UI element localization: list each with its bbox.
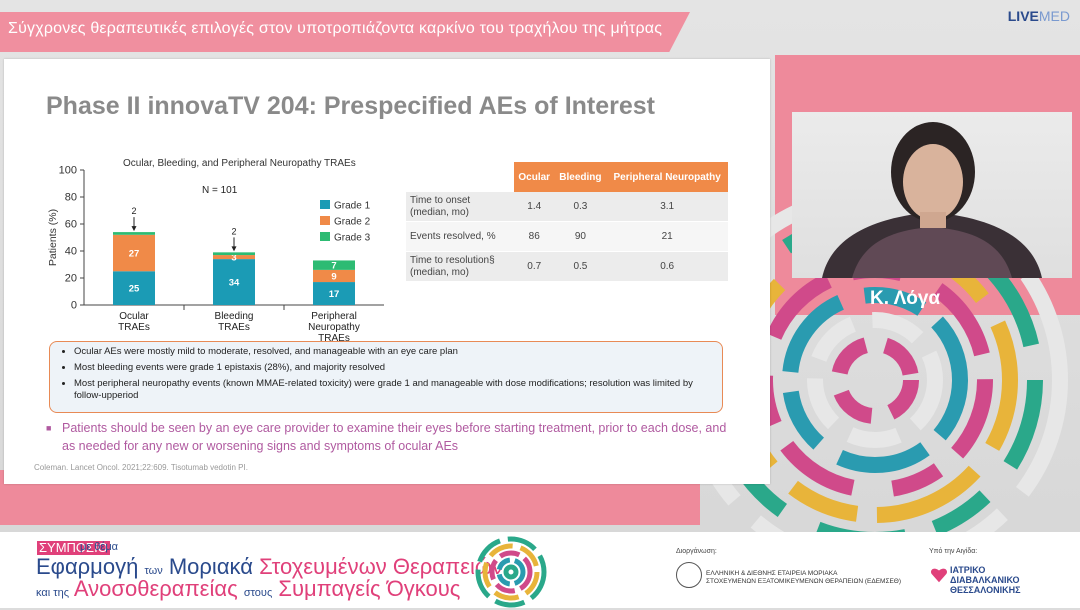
bar-value-label: 34	[229, 278, 240, 289]
organizer-name: ΕΛΛΗΝΙΚΗ & ΔΙΕΘΝΗΣ ΕΤΑΙΡΕΙΑ ΜΟΡΙΑΚΑ ΣΤΟΧ…	[706, 570, 902, 585]
table-row: Events resolved, % 86 90 21	[406, 221, 728, 252]
legend-swatch	[320, 232, 330, 241]
bar-segment	[113, 271, 155, 305]
speaker-name: Κ. Λόγα	[870, 288, 941, 309]
heart-logo-icon	[930, 568, 948, 583]
legend-swatch	[320, 216, 330, 225]
x-category-label: TRAEs	[318, 333, 350, 344]
bullet-square-icon: ■	[46, 423, 52, 433]
table-header-row: Ocular Bleeding Peripheral Neuropathy	[406, 162, 728, 192]
legend-swatch	[320, 200, 330, 209]
symposium-title-line2: και της Ανοσοθεραπείας στους Συμπαγείς Ό…	[36, 576, 461, 601]
bar-segment	[113, 232, 155, 235]
n-label: N = 101	[202, 185, 238, 196]
x-category-label: Neuropathy	[308, 322, 360, 333]
y-tick-label: 0	[71, 300, 77, 312]
row-label: Time to onset (median, mo)	[406, 192, 514, 222]
table-cell: 21	[606, 221, 728, 252]
symposium-maze-logo	[475, 536, 547, 608]
x-category-label: Peripheral	[311, 311, 357, 322]
x-category-label: Ocular	[119, 311, 149, 322]
patients-note: ■ Patients should be seen by an eye care…	[46, 419, 736, 455]
speaker-silhouette	[822, 122, 1042, 278]
y-tick-label: 40	[65, 246, 77, 258]
bar-value-label: 25	[129, 284, 140, 295]
table-header-ocular: Ocular	[514, 162, 555, 192]
y-tick-label: 20	[65, 273, 77, 285]
table-cell: 0.7	[514, 251, 555, 282]
row-label: Time to resolution§ (median, mo)	[406, 251, 514, 282]
annotation-label: 2	[131, 206, 136, 216]
finding-bullet: Most peripheral neuropathy events (known…	[74, 378, 722, 402]
footer-banner: ΣΥΜΠΟΣΙΟ με θέμα Εφαρμογή των Μοριακά Στ…	[0, 532, 1080, 608]
bar-segment	[313, 282, 355, 305]
chart-title: Ocular, Bleeding, and Peripheral Neuropa…	[123, 158, 356, 169]
finding-bullet: Most bleeding events were grade 1 epista…	[74, 362, 722, 374]
annotation-label: 2	[231, 226, 236, 236]
legend-label: Grade 2	[334, 217, 371, 228]
annotation-arrowhead	[131, 226, 137, 232]
key-findings-box: Ocular AEs were mostly mild to moderate,…	[49, 341, 723, 413]
ae-table: Ocular Bleeding Peripheral Neuropathy Ti…	[406, 162, 728, 282]
presentation-slide: Phase II innovaTV 204: Prespecified AEs …	[4, 59, 770, 484]
bar-segment	[213, 252, 255, 256]
video-title: Σύγχρονες θεραπευτικές επιλογές στον υπο…	[8, 20, 663, 37]
auspices-name: ΙΑΤΡΙΚΟ ΔΙΑΒΑΛΚΑΝΙΚΟ ΘΕΣΣΑΛΟΝΙΚΗΣ	[950, 565, 1021, 595]
slide-title: Phase II innovaTV 204: Prespecified AEs …	[46, 92, 656, 120]
table-cell: 3.1	[606, 192, 728, 222]
bar-segment	[213, 255, 255, 260]
x-category-label: TRAEs	[118, 322, 150, 333]
table-header-empty	[406, 162, 514, 192]
bar-value-label: 27	[129, 249, 140, 260]
y-tick-label: 80	[65, 192, 77, 204]
annotation-arrowhead	[231, 246, 237, 252]
livemed-logo: LIVEMED	[1007, 8, 1070, 24]
table-cell: 0.5	[554, 251, 607, 282]
symposium-title-line1: Εφαρμογή των Μοριακά Στοχευμένων Θεραπει…	[36, 554, 504, 579]
table-header-bleeding: Bleeding	[554, 162, 607, 192]
row-label: Events resolved, %	[406, 221, 514, 252]
title-banner	[0, 12, 690, 52]
x-category-label: Bleeding	[215, 311, 254, 322]
auspices-label: Υπό την Αιγίδα:	[929, 548, 978, 555]
bar-value-label: 17	[329, 289, 340, 300]
bar-value-label: 3	[231, 253, 236, 264]
symposium-subtitle: με θέμα	[80, 541, 119, 553]
organizer-label: Διοργάνωση:	[676, 548, 717, 555]
bar-segment	[313, 260, 355, 270]
bar-segment	[213, 259, 255, 305]
bar-segment	[313, 269, 355, 283]
reference: Coleman. Lancet Oncol. 2021;22:609. Tiso…	[34, 463, 248, 472]
bar-value-label: 7	[331, 261, 336, 272]
table-cell: 90	[554, 221, 607, 252]
table-row: Time to resolution§ (median, mo) 0.7 0.5…	[406, 251, 728, 282]
y-axis-title: Patients (%)	[47, 209, 59, 266]
finding-bullet: Ocular AEs were mostly mild to moderate,…	[74, 346, 722, 358]
table-cell: 1.4	[514, 192, 555, 222]
organizer-seal-icon	[676, 562, 702, 588]
symposium-label: ΣΥΜΠΟΣΙΟ	[37, 540, 110, 555]
speaker-video	[792, 112, 1072, 278]
y-tick-label: 100	[59, 165, 77, 177]
table-header-neuropathy: Peripheral Neuropathy	[606, 162, 728, 192]
legend-label: Grade 3	[334, 233, 371, 244]
table-cell: 0.6	[606, 251, 728, 282]
bar-segment	[113, 234, 155, 272]
legend-label: Grade 1	[334, 201, 371, 212]
table-row: Time to onset (median, mo) 1.4 0.3 3.1	[406, 192, 728, 222]
patients-note-text: Patients should be seen by an eye care p…	[62, 421, 727, 453]
table-cell: 86	[514, 221, 555, 252]
x-category-label: TRAEs	[218, 322, 250, 333]
table-cell: 0.3	[554, 192, 607, 222]
y-tick-label: 60	[65, 219, 77, 231]
bar-value-label: 9	[331, 271, 336, 282]
